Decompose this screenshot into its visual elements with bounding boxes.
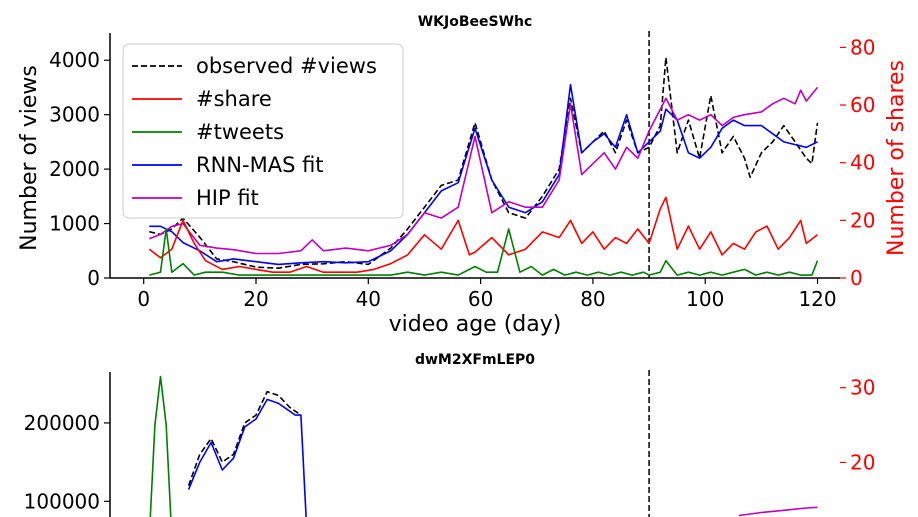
y-tick-label: 1000 xyxy=(49,212,100,236)
x-axis-label: video age (day) xyxy=(389,312,562,337)
axes-group: 100000 200000 20 30 xyxy=(24,372,875,517)
y2-tick-label: 60 xyxy=(850,93,875,117)
series-group xyxy=(149,370,818,517)
y-tick-label: 3000 xyxy=(49,103,100,127)
y-tick-label: 4000 xyxy=(49,48,100,72)
chart-title: dwM2XFmLEP0 xyxy=(415,352,535,368)
x-tick-label: 60 xyxy=(468,287,493,311)
x-tick-label: 120 xyxy=(798,287,836,311)
y2-tick-label: 20 xyxy=(850,450,875,474)
series-group xyxy=(148,31,819,278)
legend-items: observed #views #share #tweets RNN-MAS fit H… xyxy=(132,54,377,210)
series-hip-fit xyxy=(149,86,819,255)
y2-tick-label: 80 xyxy=(850,35,875,59)
legend-label: observed #views xyxy=(196,54,377,78)
legend-label: #share xyxy=(196,87,272,111)
series-tweets xyxy=(149,228,819,276)
y2-axis-label: Number of shares xyxy=(884,60,909,256)
series-share xyxy=(148,196,818,274)
chart-title: WKJoBeeSWhc xyxy=(418,14,533,30)
y-tick-label: 2000 xyxy=(49,157,100,181)
legend: observed #views #share #tweets RNN-MAS fit H… xyxy=(122,43,404,219)
chart-dwm2xfmlep0: dwM2XFmLEP0 100000 200000 20 30 xyxy=(24,352,875,517)
legend-label: RNN-MAS fit xyxy=(196,153,324,177)
y2-tick-label: 0 xyxy=(850,266,863,290)
axes-group: 0 1000 2000 3000 4000 0 20 40 60 80 0 20 40 60 80 100 12… xyxy=(49,33,875,311)
y2-tick-label: 40 xyxy=(850,151,875,175)
x-tick-label: 20 xyxy=(243,287,268,311)
y2-tick-label: 20 xyxy=(850,208,875,232)
y-tick-label: 200000 xyxy=(24,411,100,435)
x-tick-label: 100 xyxy=(686,287,724,311)
x-tick-label: 40 xyxy=(356,287,381,311)
series-tweets xyxy=(149,375,172,517)
legend-label: #tweets xyxy=(196,120,284,144)
x-tick-label: 0 xyxy=(137,287,150,311)
legend-frame xyxy=(122,43,404,219)
y-axis-label: Number of views xyxy=(17,65,42,251)
series-rnn-mas-fit xyxy=(187,398,307,517)
series-hip-fit xyxy=(738,506,818,517)
y-tick-label: 100000 xyxy=(24,489,100,513)
series-observed-views xyxy=(187,390,302,486)
x-tick-label: 80 xyxy=(580,287,605,311)
series-observed-views xyxy=(149,56,819,270)
y-tick-label: 0 xyxy=(87,266,100,290)
legend-label: HIP fit xyxy=(196,186,259,210)
chart-wkjobeeswhc: WKJoBeeSWhc Number of views Number of sh… xyxy=(17,14,909,337)
y2-tick-label: 30 xyxy=(850,376,875,400)
